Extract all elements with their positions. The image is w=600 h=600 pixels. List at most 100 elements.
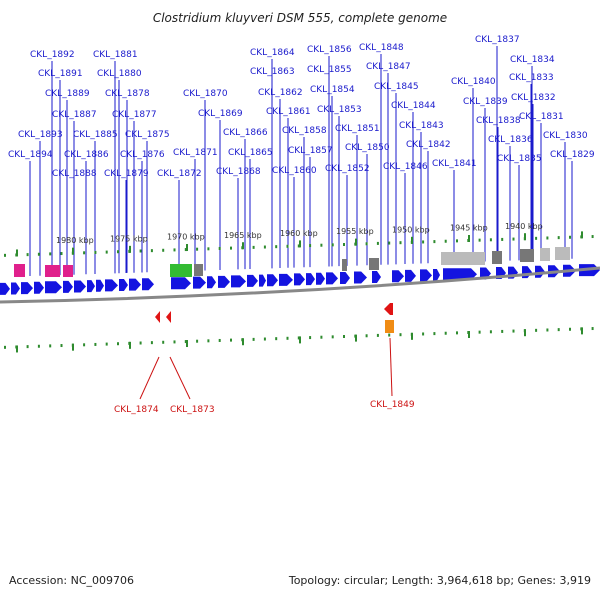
kbp-label: 1950 kbp <box>392 225 430 234</box>
light-gray-feature <box>540 248 550 261</box>
gene-label: CKL_1832 <box>511 93 556 103</box>
plus-gene-arrow <box>316 272 325 285</box>
gene-label: CKL_1835 <box>497 154 542 164</box>
gene-label: CKL_1834 <box>510 55 555 65</box>
gene-label: CKL_1830 <box>543 131 588 141</box>
minus-gene-arrow <box>384 303 393 315</box>
gene-label: CKL_1838 <box>476 116 521 126</box>
plus-gene-arrow <box>340 271 350 284</box>
gene-label: CKL_1865 <box>228 148 273 158</box>
plus-gene-arrow <box>105 279 118 292</box>
genome-title: Clostridium kluyveri DSM 555, complete g… <box>153 11 447 25</box>
genome-info-text: Topology: circular; Length: 3,964,618 bp… <box>288 574 591 587</box>
gene-label: CKL_1840 <box>451 77 496 87</box>
gene-label: CKL_1847 <box>366 62 411 72</box>
gene-label: CKL_1864 <box>250 48 295 58</box>
rrna-feature <box>14 264 25 277</box>
plus-gene-arrow <box>420 269 432 282</box>
gene-label: CKL_1848 <box>359 43 404 53</box>
gene-label: CKL_1871 <box>173 148 218 158</box>
gene-label: CKL_1873 <box>170 405 215 415</box>
gray-feature <box>194 264 203 276</box>
plus-gene-arrow <box>129 278 141 291</box>
gene-label: CKL_1857 <box>288 146 333 156</box>
rrna-feature <box>45 265 60 277</box>
plus-gene-arrow <box>96 279 104 292</box>
gene-label: CKL_1854 <box>310 85 355 95</box>
plus-gene-arrow <box>45 281 62 294</box>
minus-gene-arrow <box>155 311 160 323</box>
plus-gene-arrow <box>119 279 128 292</box>
plus-gene-arrow <box>306 273 315 286</box>
kbp-label: 1965 kbp <box>224 231 262 240</box>
plus-gene-arrow <box>0 282 10 295</box>
plus-gene-arrow <box>392 270 404 283</box>
gene-label: CKL_1881 <box>93 50 138 60</box>
plus-gene-arrow <box>142 278 154 291</box>
gene-label: CKL_1849 <box>370 400 415 410</box>
gene-label: CKL_1879 <box>104 169 149 179</box>
minus-label-leaders <box>139 337 393 400</box>
gene-label: CKL_1875 <box>125 130 170 140</box>
plus-gene-arrow <box>443 268 477 281</box>
gene-label: CKL_1858 <box>282 126 327 136</box>
gene-label: CKL_1862 <box>258 88 303 98</box>
feature-blocks <box>14 247 570 277</box>
plus-gene-arrow <box>354 271 367 284</box>
gene-label: CKL_1892 <box>30 50 75 60</box>
plus-gene-arrow <box>21 282 33 295</box>
plus-gene-arrow <box>34 281 44 294</box>
plus-gene-arrow <box>372 270 381 283</box>
kbp-tick-labels: 1980 kbp 1975 kbp 1970 kbp 1965 kbp 1960 kbp… <box>56 222 543 245</box>
gene-label: CKL_1855 <box>307 65 352 75</box>
kbp-label: 1945 kbp <box>450 224 488 233</box>
plus-gene-arrow <box>259 274 266 287</box>
gene-label: CKL_1861 <box>266 107 311 117</box>
gene-label: CKL_1876 <box>120 150 165 160</box>
gray-feature <box>342 259 347 271</box>
plus-gene-arrow <box>294 273 305 286</box>
gene-label: CKL_1837 <box>475 35 520 45</box>
kbp-label: 1970 kbp <box>167 233 205 242</box>
gene-label: CKL_1844 <box>391 101 436 111</box>
gene-label: CKL_1891 <box>38 69 83 79</box>
accession-text: Accession: NC_009706 <box>9 574 135 587</box>
gene-label: CKL_1852 <box>325 164 370 174</box>
kbp-label: 1940 kbp <box>505 222 543 231</box>
plus-gene-arrow <box>433 269 440 282</box>
gene-label: CKL_1877 <box>112 110 157 120</box>
gene-label: CKL_1845 <box>374 82 419 92</box>
gene-label: CKL_1887 <box>52 110 97 120</box>
plus-gene-arrow <box>171 277 191 290</box>
green-feature <box>170 264 192 277</box>
gene-label: CKL_1850 <box>345 143 390 153</box>
plus-gene-arrow <box>218 275 230 288</box>
minus-strand-labels: CKL_1874 CKL_1873 CKL_1849 <box>114 400 415 415</box>
rrna-feature <box>63 265 73 277</box>
gene-label: CKL_1846 <box>383 162 428 172</box>
gene-label: CKL_1863 <box>250 67 295 77</box>
gene-label: CKL_1885 <box>73 130 118 140</box>
plus-gene-arrow <box>522 266 532 279</box>
gene-label: CKL_1831 <box>519 112 564 122</box>
minus-strand-features <box>155 303 394 333</box>
plus-label-leaders <box>29 46 573 277</box>
plus-gene-arrow <box>247 274 258 287</box>
gene-label: CKL_1856 <box>307 45 352 55</box>
plus-gene-arrow <box>231 275 246 288</box>
gene-label: CKL_1829 <box>550 150 595 160</box>
plus-strand-labels: CKL_1892 CKL_1891 CKL_1889 CKL_1887 CKL_1893… <box>8 35 595 179</box>
kbp-label: 1980 kbp <box>56 236 94 245</box>
plus-gene-arrow <box>267 274 278 287</box>
plus-gene-arrow <box>11 282 20 295</box>
light-gray-feature <box>555 247 570 260</box>
kbp-label: 1960 kbp <box>280 229 318 238</box>
gene-label: CKL_1874 <box>114 405 159 415</box>
plus-gene-arrow <box>87 280 95 293</box>
gene-label: CKL_1880 <box>97 69 142 79</box>
gene-label: CKL_1836 <box>488 135 533 145</box>
gene-label: CKL_1894 <box>8 150 53 160</box>
kbp-label: 1955 kbp <box>336 227 374 236</box>
plus-gene-arrow <box>63 280 73 293</box>
